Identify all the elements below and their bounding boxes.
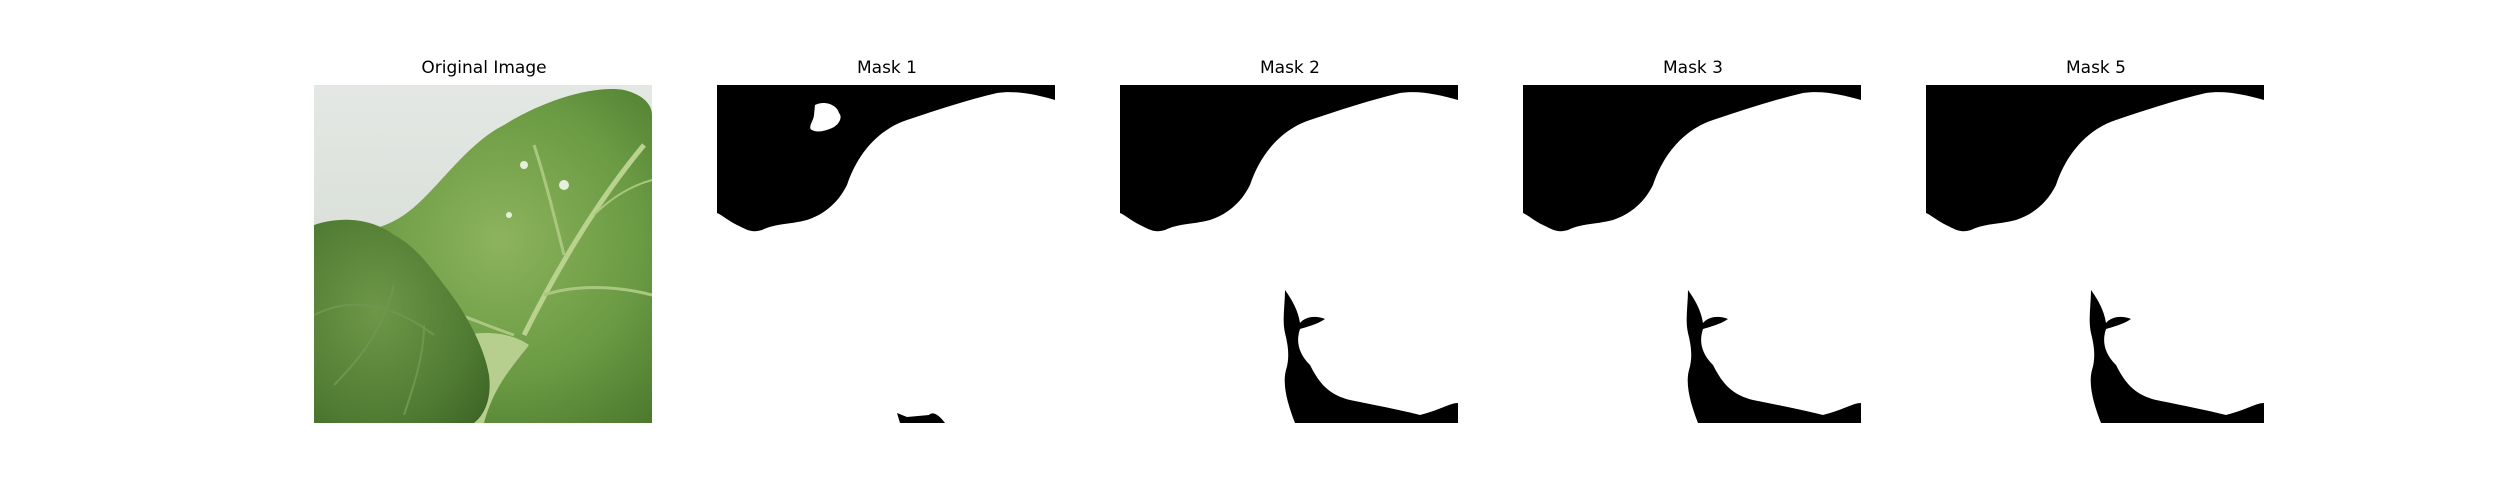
mask-image <box>1523 85 1861 423</box>
panel-title: Mask 3 <box>1662 58 1723 78</box>
panel-original-image: Original Image <box>314 0 654 500</box>
mask-image <box>1120 85 1458 423</box>
mask-3-shape <box>1523 85 1861 423</box>
original-image <box>314 85 652 423</box>
mask-2-shape <box>1120 85 1458 423</box>
panel-mask-2: Mask 2 <box>1120 0 1460 500</box>
panel-mask-1: Mask 1 <box>717 0 1057 500</box>
mask-1-shape <box>717 85 1055 423</box>
panel-title: Original Image <box>421 58 547 78</box>
mask-image <box>717 85 1055 423</box>
panel-title: Mask 5 <box>2065 58 2126 78</box>
mask-5-shape <box>1926 85 2264 423</box>
panel-mask-5: Mask 5 <box>1926 0 2266 500</box>
panel-title: Mask 1 <box>856 58 917 78</box>
panel-mask-3: Mask 3 <box>1523 0 1863 500</box>
mask-image <box>1926 85 2264 423</box>
leaf-photo <box>314 85 652 423</box>
panel-title: Mask 2 <box>1259 58 1320 78</box>
